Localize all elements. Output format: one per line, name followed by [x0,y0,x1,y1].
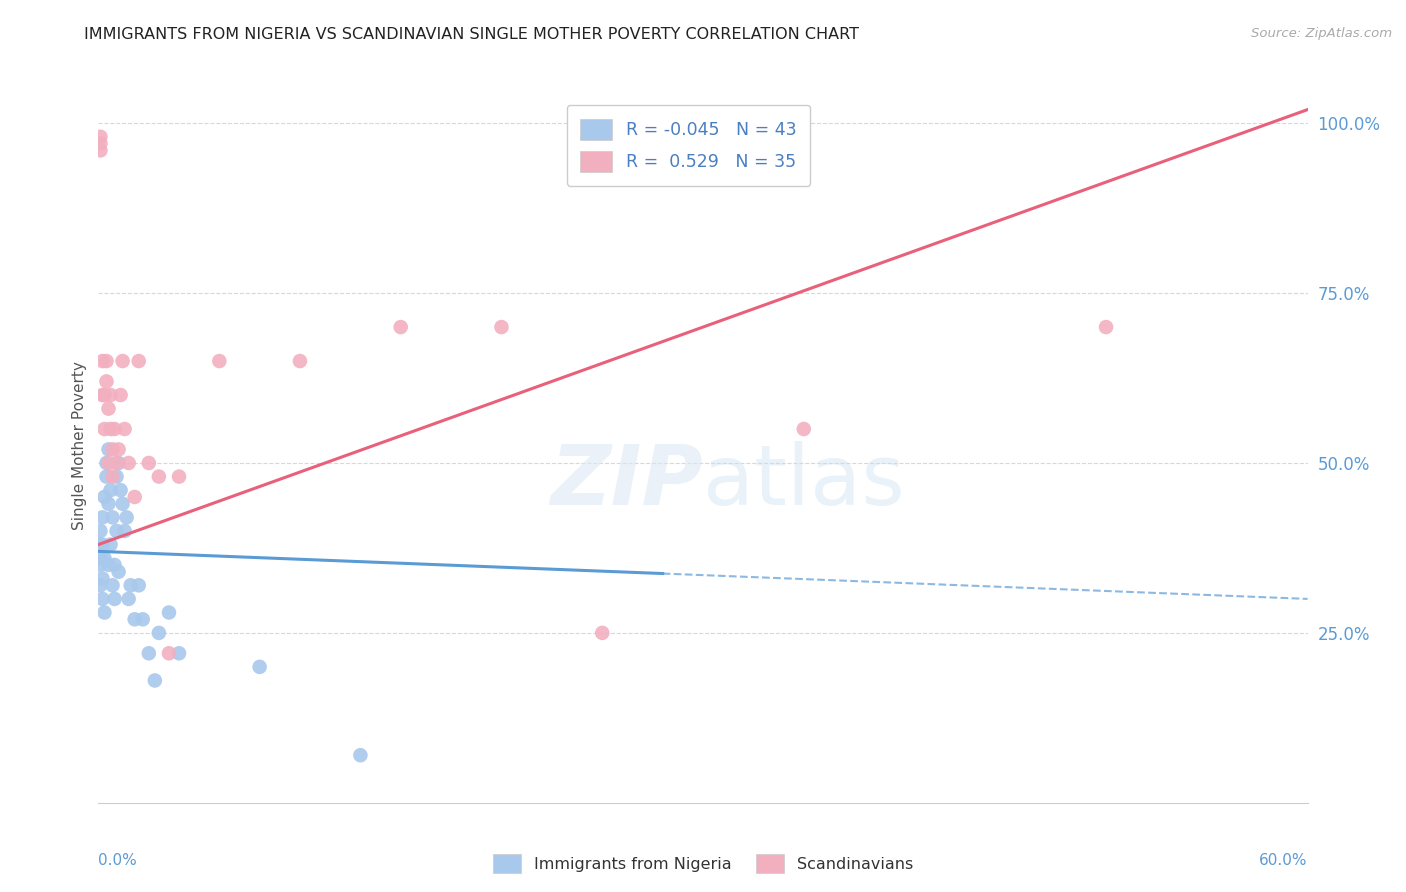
Point [114,422,136,436]
Point [110,483,132,498]
Point [148,469,170,483]
Point [97,401,120,416]
Point [96,354,118,368]
Point [100,422,122,436]
Legend: Immigrants from Nigeria, Scandinavians: Immigrants from Nigeria, Scandinavians [486,847,920,880]
Point [89,144,111,158]
Point [132,612,155,626]
Point [91,572,114,586]
Point [89,537,111,551]
Point [97,442,120,457]
Point [157,646,180,660]
Point [128,578,150,592]
Point [89,558,111,572]
Point [208,354,231,368]
Point [111,354,134,368]
Point [101,510,124,524]
Point [93,388,115,402]
Point [143,673,166,688]
Point [103,422,125,436]
Text: IMMIGRANTS FROM NIGERIA VS SCANDINAVIAN SINGLE MOTHER POVERTY CORRELATION CHART: IMMIGRANTS FROM NIGERIA VS SCANDINAVIAN … [84,27,859,42]
Point [107,456,129,470]
Point [101,578,124,592]
Point [105,524,128,538]
Point [89,551,111,566]
Point [114,524,136,538]
Point [91,537,114,551]
Point [389,320,412,334]
Point [157,606,180,620]
Point [97,497,120,511]
Point [91,591,114,606]
Point [96,469,118,483]
Legend: R = -0.045   N = 43, R =  0.529   N = 35: R = -0.045 N = 43, R = 0.529 N = 35 [567,105,810,186]
Point [97,558,120,572]
Point [103,558,125,572]
Point [111,497,134,511]
Point [89,129,111,144]
Point [107,442,129,457]
Point [138,646,160,660]
Point [288,354,311,368]
Point [124,490,146,504]
Point [167,469,190,483]
Point [93,422,115,436]
Point [101,469,124,483]
Text: atlas: atlas [703,442,904,522]
Point [93,606,115,620]
Point [118,456,141,470]
Point [124,612,146,626]
Point [167,646,190,660]
Point [1095,320,1118,334]
Text: 0.0%: 0.0% [98,853,138,868]
Point [96,456,118,470]
Text: ZIP: ZIP [550,442,703,522]
Point [89,578,111,592]
Point [107,565,129,579]
Point [105,469,128,483]
Point [118,591,141,606]
Point [128,354,150,368]
Point [110,388,132,402]
Point [105,456,128,470]
Point [91,354,114,368]
Point [349,748,371,763]
Point [89,524,111,538]
Point [89,136,111,151]
Point [115,510,138,524]
Point [101,442,124,457]
Point [93,551,115,566]
Y-axis label: Single Mother Poverty: Single Mother Poverty [72,361,87,531]
Point [100,537,122,551]
Point [148,626,170,640]
Point [100,483,122,498]
Point [491,320,513,334]
Text: Source: ZipAtlas.com: Source: ZipAtlas.com [1251,27,1392,40]
Point [97,456,120,470]
Point [591,626,613,640]
Text: 60.0%: 60.0% [1260,853,1308,868]
Point [91,388,114,402]
Point [103,591,125,606]
Point [100,388,122,402]
Point [96,375,118,389]
Point [93,490,115,504]
Point [120,578,142,592]
Point [793,422,815,436]
Point [138,456,160,470]
Point [249,660,271,674]
Point [91,510,114,524]
